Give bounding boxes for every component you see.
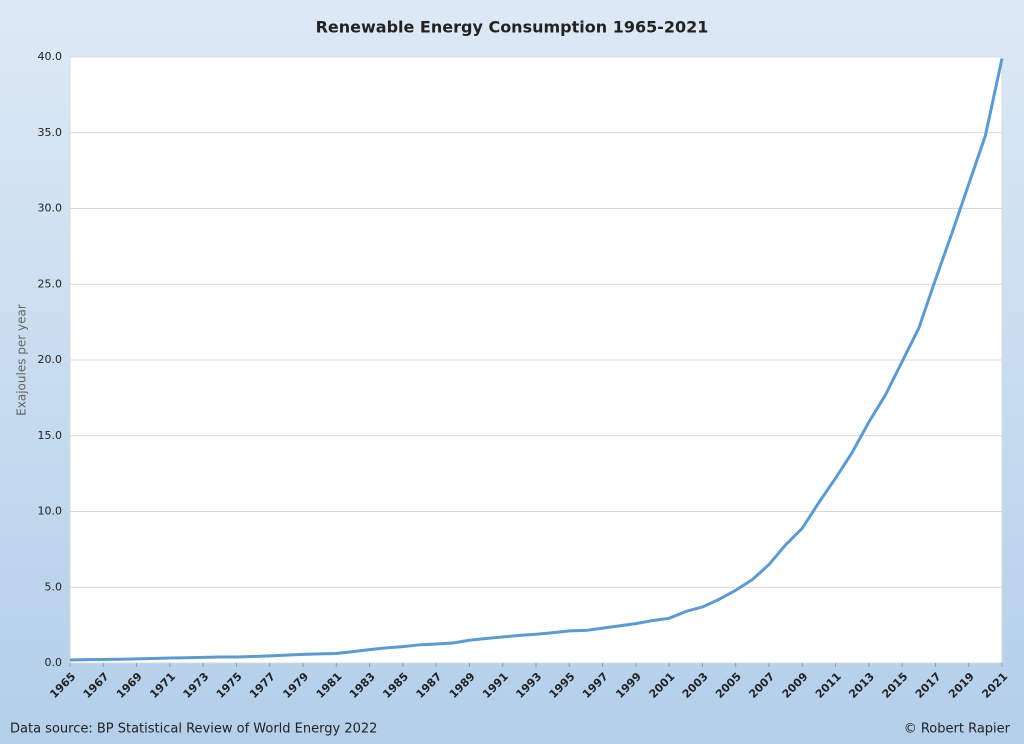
credit: © Robert Rapier	[904, 722, 1011, 737]
y-tick-label: 0.0	[45, 656, 63, 669]
source-note: Data source: BP Statistical Review of Wo…	[10, 722, 377, 737]
data-line	[69, 58, 1004, 662]
y-tick-label: 10.0	[38, 505, 63, 518]
y-tick-label: 40.0	[38, 50, 63, 63]
y-tick-label: 30.0	[38, 202, 63, 215]
chart-title: Renewable Energy Consumption 1965-2021	[316, 18, 709, 37]
y-tick-label: 35.0	[38, 126, 63, 139]
y-tick-label: 5.0	[45, 580, 63, 593]
y-tick-label: 25.0	[38, 277, 63, 290]
y-tick-label: 15.0	[38, 429, 63, 442]
y-tick-label: 20.0	[38, 353, 63, 366]
y-axis-label: Exajoules per year	[15, 304, 29, 416]
